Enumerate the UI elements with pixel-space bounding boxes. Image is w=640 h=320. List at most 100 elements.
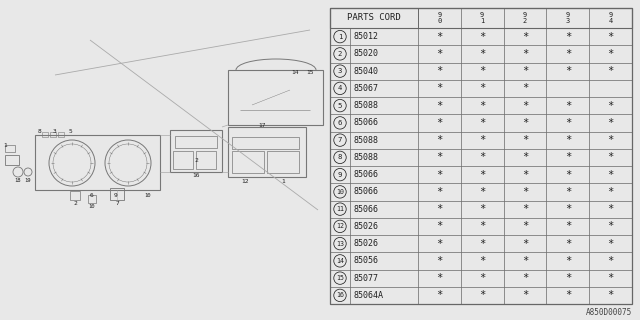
Text: 2: 2: [194, 157, 198, 163]
Text: *: *: [607, 135, 614, 145]
Text: *: *: [479, 49, 485, 59]
Text: 85066: 85066: [353, 170, 378, 179]
Text: 8: 8: [338, 154, 342, 160]
Text: 85020: 85020: [353, 49, 378, 58]
Text: 10: 10: [89, 204, 95, 209]
Text: 14: 14: [336, 258, 344, 264]
Bar: [58, 132, 64, 137]
Text: *: *: [607, 66, 614, 76]
Text: *: *: [522, 66, 528, 76]
Text: *: *: [607, 49, 614, 59]
Bar: [110, 188, 124, 200]
Text: *: *: [564, 239, 571, 249]
Text: *: *: [436, 32, 442, 42]
Text: *: *: [436, 84, 442, 93]
Text: *: *: [522, 290, 528, 300]
Text: *: *: [436, 256, 442, 266]
Text: *: *: [607, 187, 614, 197]
Text: *: *: [479, 135, 485, 145]
Text: 5: 5: [68, 129, 72, 134]
Text: 11: 11: [336, 206, 344, 212]
Text: *: *: [479, 239, 485, 249]
Text: 85026: 85026: [353, 222, 378, 231]
Bar: [88, 195, 96, 203]
Bar: [232, 151, 264, 173]
Text: *: *: [436, 239, 442, 249]
Text: 12: 12: [336, 223, 344, 229]
Text: *: *: [522, 135, 528, 145]
Text: 15: 15: [307, 69, 314, 75]
Text: 85066: 85066: [353, 188, 378, 196]
Text: 13: 13: [336, 241, 344, 247]
Text: *: *: [607, 100, 614, 111]
Bar: [170, 130, 222, 172]
Text: 3: 3: [53, 129, 57, 134]
Text: 9
1: 9 1: [480, 12, 484, 24]
Text: 6: 6: [338, 120, 342, 126]
Bar: [196, 151, 216, 169]
Text: 3: 3: [338, 68, 342, 74]
Text: 9: 9: [338, 172, 342, 178]
Text: *: *: [436, 100, 442, 111]
Text: *: *: [522, 118, 528, 128]
Text: *: *: [522, 256, 528, 266]
Text: *: *: [436, 66, 442, 76]
Bar: [267, 151, 299, 173]
Text: *: *: [436, 290, 442, 300]
Text: 14: 14: [291, 69, 299, 75]
Bar: [5, 145, 15, 152]
Text: *: *: [479, 221, 485, 231]
Text: *: *: [607, 290, 614, 300]
Text: *: *: [564, 100, 571, 111]
Text: 85066: 85066: [353, 118, 378, 127]
Text: *: *: [479, 118, 485, 128]
Text: 8: 8: [38, 129, 42, 134]
Text: *: *: [436, 49, 442, 59]
Bar: [228, 70, 323, 125]
Text: 15: 15: [336, 275, 344, 281]
Text: *: *: [564, 290, 571, 300]
Text: *: *: [436, 187, 442, 197]
Text: *: *: [607, 273, 614, 283]
Text: 10: 10: [145, 193, 151, 198]
Text: 7: 7: [115, 201, 119, 206]
Text: *: *: [564, 221, 571, 231]
Bar: [42, 132, 48, 137]
Text: *: *: [479, 273, 485, 283]
Text: 5: 5: [338, 103, 342, 108]
Text: *: *: [479, 152, 485, 162]
Text: 12: 12: [241, 179, 249, 184]
Text: *: *: [436, 118, 442, 128]
Text: *: *: [436, 170, 442, 180]
Text: 9
2: 9 2: [523, 12, 527, 24]
Text: 2: 2: [73, 201, 77, 206]
Text: *: *: [479, 32, 485, 42]
Bar: [70, 191, 80, 200]
Text: *: *: [564, 256, 571, 266]
Text: PARTS CORD: PARTS CORD: [347, 13, 401, 22]
Text: 7: 7: [338, 137, 342, 143]
Text: 85056: 85056: [353, 256, 378, 265]
Text: 85012: 85012: [353, 32, 378, 41]
Text: *: *: [479, 66, 485, 76]
Bar: [330, 8, 632, 304]
Text: *: *: [522, 187, 528, 197]
Text: *: *: [436, 152, 442, 162]
Text: *: *: [522, 100, 528, 111]
Bar: [228, 127, 306, 177]
Text: 85026: 85026: [353, 239, 378, 248]
Text: *: *: [607, 32, 614, 42]
Text: 19: 19: [25, 178, 31, 183]
Text: 85066: 85066: [353, 204, 378, 214]
Text: 18: 18: [15, 178, 21, 183]
Text: 85088: 85088: [353, 101, 378, 110]
Text: *: *: [607, 221, 614, 231]
Text: *: *: [522, 170, 528, 180]
Text: *: *: [607, 239, 614, 249]
Text: *: *: [607, 118, 614, 128]
Text: *: *: [522, 273, 528, 283]
Text: *: *: [564, 32, 571, 42]
Text: *: *: [564, 152, 571, 162]
Text: *: *: [479, 256, 485, 266]
Text: 85077: 85077: [353, 274, 378, 283]
